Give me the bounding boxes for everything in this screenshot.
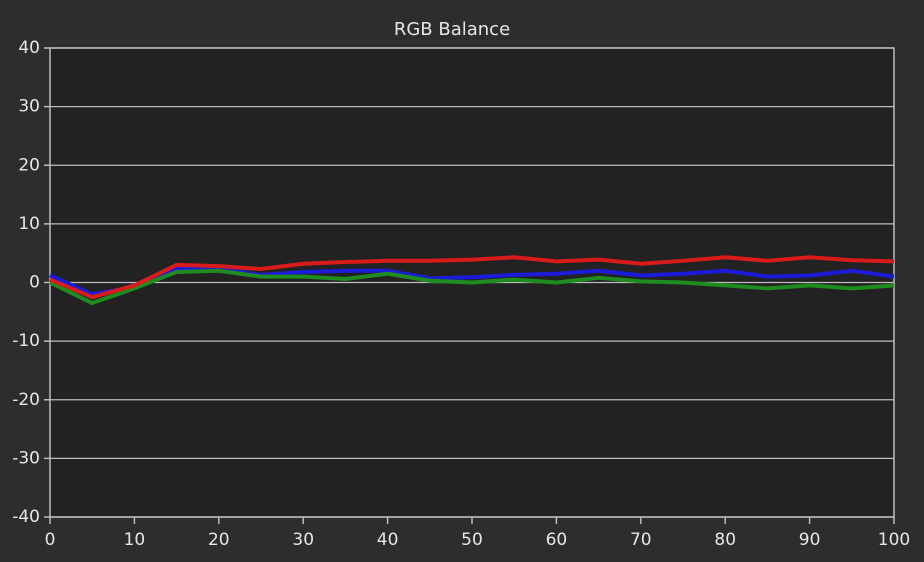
x-tick-label: 20	[208, 530, 230, 550]
x-tick-label: 30	[292, 530, 314, 550]
y-tick-label: 20	[18, 155, 40, 175]
y-tick-label: 0	[29, 273, 40, 293]
x-tick-label: 50	[461, 530, 483, 550]
x-tick-label: 70	[630, 530, 652, 550]
chart-title: RGB Balance	[394, 19, 510, 40]
y-tick-label: 40	[18, 38, 40, 58]
x-tick-label: 80	[714, 530, 736, 550]
y-tick-label: -30	[12, 448, 40, 468]
y-tick-label: 10	[18, 214, 40, 234]
y-tick-label: -10	[12, 331, 40, 351]
x-tick-label: 90	[799, 530, 821, 550]
y-tick-label: -20	[12, 390, 40, 410]
x-tick-label: 100	[878, 530, 910, 550]
x-tick-label: 60	[546, 530, 568, 550]
y-tick-label: 30	[18, 97, 40, 117]
series-line	[49, 265, 895, 297]
x-tick-label: 0	[45, 530, 56, 550]
y-tick-label: -40	[12, 507, 40, 527]
series-line	[49, 268, 895, 306]
x-tick-label: 40	[377, 530, 399, 550]
series-line	[49, 255, 895, 300]
x-tick-label: 10	[124, 530, 146, 550]
